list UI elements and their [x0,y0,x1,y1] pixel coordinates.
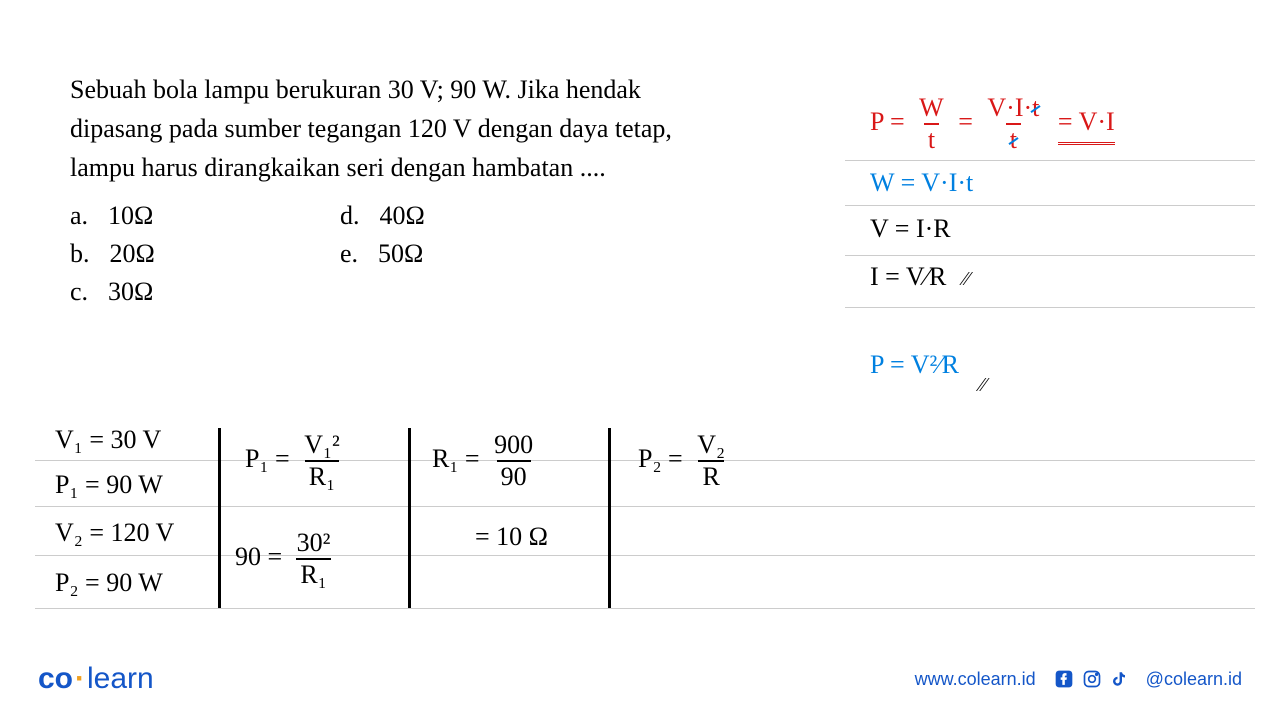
question-line2: dipasang pada sumber tegangan 120 V deng… [70,114,672,143]
instagram-icon [1082,669,1102,689]
option-e: e.50Ω [340,239,610,269]
calc1-eq1: P₁ = V₁² R₁ [245,432,348,490]
formula-voltage: V = I·R [870,214,951,244]
rule-line [845,205,1255,206]
footer-handle: @colearn.id [1146,669,1242,690]
option-c: c.30Ω [70,277,340,307]
vseparator [408,428,411,608]
rule-line [845,307,1255,308]
calc1-eq2: 90 = 30² R₁ [235,530,338,588]
rule-line [845,160,1255,161]
options-grid: a.10Ω d.40Ω b.20Ω e.50Ω c.30Ω [70,201,690,307]
option-b: b.20Ω [70,239,340,269]
social-icons [1054,669,1128,689]
given-p2: P₂ = 90 W [55,568,163,598]
rule-line [845,255,1255,256]
given-v1: V₁ = 30 V [55,425,161,455]
formula-power-red: P = W t = V·I·t t = V·I [870,95,1115,153]
formula-work-blue: W = V·I·t [870,168,973,198]
brand-logo: co·learn [38,662,154,696]
option-a: a.10Ω [70,201,340,231]
option-d: d.40Ω [340,201,610,231]
formula-current: I = V⁄R ⁄⁄ [870,262,970,292]
vseparator [608,428,611,608]
calc2-eq2: = 10 Ω [475,522,548,552]
question-line3: lampu harus dirangkaikan seri dengan ham… [70,153,606,182]
tiktok-icon [1110,669,1128,689]
calc2-eq1: R₁ = 900 90 [432,432,541,490]
given-v2: V₂ = 120 V [55,518,174,548]
calc3-eq1: P₂ = V₂ R [638,432,733,490]
question-line1: Sebuah bola lampu berukuran 30 V; 90 W. … [70,75,641,104]
question-block: Sebuah bola lampu berukuran 30 V; 90 W. … [70,70,690,307]
question-text: Sebuah bola lampu berukuran 30 V; 90 W. … [70,70,690,187]
given-p1: P₁ = 90 W [55,470,163,500]
footer: co·learn www.colearn.id @colearn.id [0,662,1280,696]
rule-line [35,608,1255,609]
footer-right: www.colearn.id @colearn.id [915,669,1242,690]
vseparator [218,428,221,608]
footer-url: www.colearn.id [915,669,1036,690]
formula-power-blue: P = V²⁄R ⁄⁄ [870,350,986,380]
facebook-icon [1054,669,1074,689]
